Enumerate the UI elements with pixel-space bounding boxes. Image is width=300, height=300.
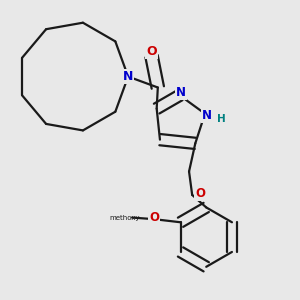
Text: N: N	[123, 70, 133, 83]
Text: O: O	[195, 187, 205, 200]
Text: methoxy: methoxy	[109, 214, 140, 220]
Text: O: O	[149, 211, 159, 224]
Text: O: O	[146, 45, 157, 58]
Text: N: N	[202, 109, 212, 122]
Text: N: N	[176, 86, 186, 99]
Text: H: H	[217, 114, 226, 124]
